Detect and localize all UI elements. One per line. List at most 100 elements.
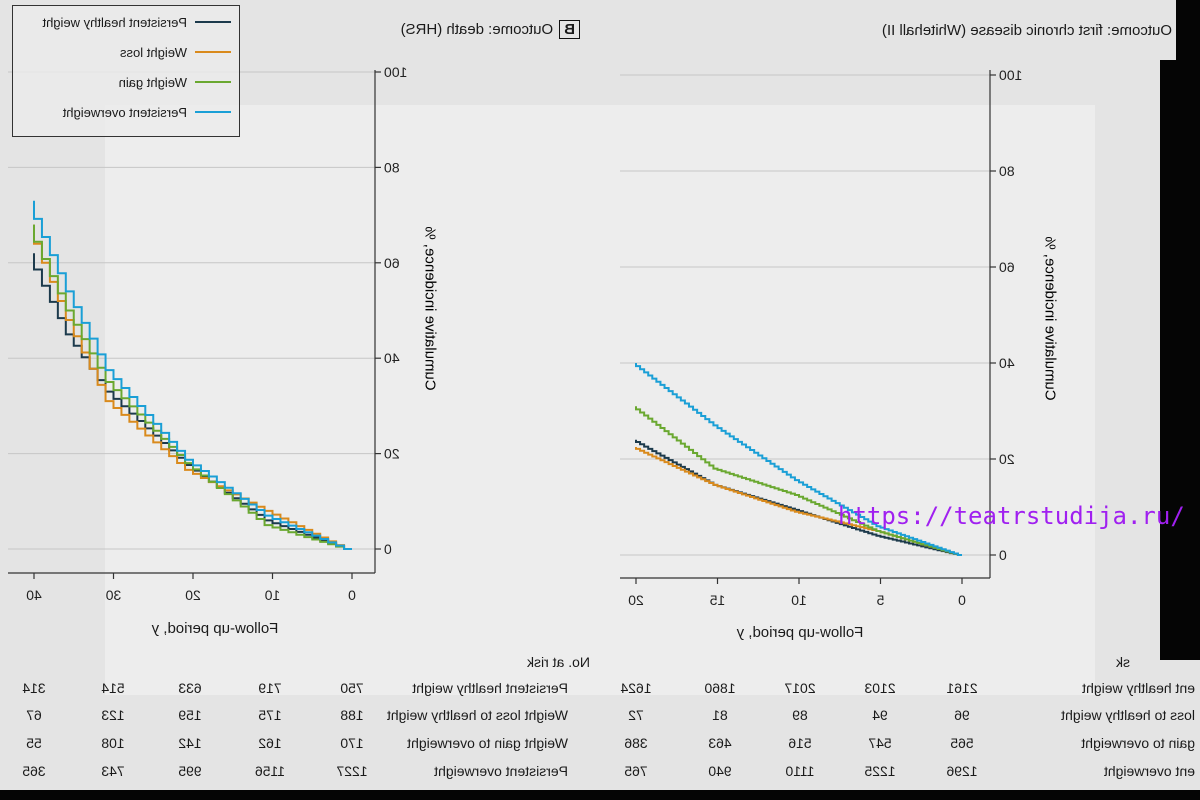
panel-b-risk-value: 995 [178, 763, 202, 779]
panel-a-risk-value: 765 [624, 763, 648, 779]
legend-item-gain: Weight gain [119, 72, 231, 92]
black-border-top [1176, 0, 1200, 60]
panel-a-risk-value: 547 [868, 735, 892, 751]
legend: Persistent healthy weight Weight loss We… [12, 5, 240, 137]
panel-b-risk-value: 514 [101, 680, 125, 696]
panel-b-series-gain [33, 224, 352, 550]
panel-b-risk-value: 365 [22, 763, 46, 779]
panel-b-risk-value: 142 [178, 735, 202, 751]
panel-b-title-text: Outcome: death (HRS) [400, 21, 554, 38]
panel-b-letter: B [559, 20, 580, 39]
panel-b-ylabel: Cumulative incidence, % [421, 226, 439, 391]
panel-b-risk-value: 1156 [254, 763, 286, 779]
panel-a-risk-value: 2017 [784, 680, 816, 696]
legend-label: Persistent healthy weight [42, 14, 187, 30]
panel-a-risk-value: 386 [624, 735, 648, 751]
panel-b-risk-value: 719 [258, 680, 282, 696]
panel-b-risk-header: No. at risk [526, 654, 590, 670]
panel-a-xtick-label: 20 [628, 592, 644, 608]
panel-a-risk-value: 94 [872, 707, 888, 723]
panel-b-risk-value: 123 [101, 707, 125, 723]
panel-b-risk-value: 108 [101, 735, 125, 751]
panel-b-risk-label: Persistent overweight [434, 763, 568, 779]
panel-b-xtick-label: 0 [348, 587, 356, 603]
panel-b-ytick-label: 20 [384, 446, 400, 462]
panel-a-risk-label: gain to overweight [1081, 735, 1195, 751]
panel-b-risk-value: 55 [26, 735, 42, 751]
legend-swatch [195, 21, 231, 23]
panel-b-ytick-label: 80 [384, 159, 400, 175]
panel-a-xlabel: Follow-up period, y [736, 624, 864, 641]
panel-b-xtick-label: 40 [26, 587, 42, 603]
panel-a-ytick-label: 80 [999, 163, 1015, 179]
panel-a-risk-value: 1225 [864, 763, 896, 779]
panel-b-ytick-label: 0 [384, 541, 392, 557]
panel-b-ytick-label: 40 [384, 350, 400, 366]
panel-a-risk-value: 940 [708, 763, 732, 779]
panel-b-ytick-label: 60 [384, 255, 400, 271]
panel-b-xlabel: Follow-up period, y [151, 620, 279, 637]
panel-a-ytick-label: 100 [999, 67, 1023, 83]
panel-b-risk-value: 170 [340, 735, 364, 751]
panel-a-ytick-label: 20 [999, 451, 1015, 467]
panel-a-risk-value: 2103 [864, 680, 896, 696]
panel-a-series-gain [635, 406, 962, 556]
panel-b-risk-label: Persistent healthy weight [412, 680, 568, 696]
panel-a-risk-value: 1296 [946, 763, 978, 779]
panel-a-risk-value: 81 [712, 707, 728, 723]
panel-a-risk-value: 1110 [785, 763, 815, 779]
legend-label: Persistent overweight [62, 104, 187, 120]
legend-swatch [195, 81, 231, 83]
panel-a-risk-label: ent healthy weight [1082, 680, 1195, 696]
panel-b-risk-label: Weight loss to healthy weight [386, 707, 568, 723]
panel-a-risk-value: 1860 [704, 680, 736, 696]
panel-b-risk-value: 67 [26, 707, 42, 723]
black-border [1160, 60, 1200, 660]
panel-b-ytick-label: 100 [384, 64, 408, 80]
legend-label: Weight loss [120, 44, 187, 60]
panel-b-risk-value: 188 [340, 707, 364, 723]
panel-b-xtick-label: 20 [185, 587, 201, 603]
panel-a-risk-value: 516 [788, 735, 812, 751]
panel-a-series-healthy [635, 439, 962, 556]
panel-b-risk-value: 162 [258, 735, 282, 751]
panel-b-risk-value: 743 [101, 763, 125, 779]
panel-a-ylabel: Cumulative incidence, % [1041, 236, 1059, 401]
panel-a-risk-label: ent overweight [1103, 763, 1195, 779]
panel-a-risk-value: 1624 [620, 680, 652, 696]
black-border-bottom [0, 790, 1200, 800]
panel-b-xtick-label: 10 [265, 587, 281, 603]
panel-a-ytick-label: 0 [999, 547, 1007, 563]
panel-b-series-loss [33, 224, 352, 550]
panel-a-risk-value: 2161 [946, 680, 978, 696]
panel-a-ytick-label: 60 [999, 259, 1015, 275]
panel-b-series-over [33, 200, 352, 550]
panel-a-xtick-label: 15 [710, 592, 726, 608]
panel-a-xtick-label: 5 [876, 592, 884, 608]
panel-a-risk-header: sk [1116, 654, 1130, 670]
panel-a-risk-label: loss to healthy weight [1061, 707, 1195, 723]
panel-a-ytick-label: 40 [999, 355, 1015, 371]
panel-b-xtick-label: 30 [106, 587, 122, 603]
panel-b-risk-value: 1227 [336, 763, 368, 779]
panel-a-series-over [635, 363, 962, 556]
panel-a-title: Outcome: first chronic disease (Whitehal… [881, 22, 1172, 39]
panel-a-risk-value: 463 [708, 735, 732, 751]
legend-item-loss: Weight loss [120, 42, 231, 62]
panel-a-xtick-label: 0 [958, 592, 966, 608]
panel-b-series-healthy [33, 253, 352, 550]
legend-item-healthy: Persistent healthy weight [42, 12, 231, 32]
panel-b-risk-value: 750 [340, 680, 364, 696]
legend-swatch [195, 51, 231, 53]
panel-a-xtick-label: 10 [791, 592, 807, 608]
panel-a-risk-value: 89 [792, 707, 808, 723]
panel-b-risk-value: 633 [178, 680, 202, 696]
legend-label: Weight gain [118, 74, 187, 90]
panel-b-risk-value: 314 [22, 680, 46, 696]
panel-a-risk-value: 96 [954, 707, 970, 723]
legend-swatch [195, 111, 231, 113]
panel-b-risk-label: Weight gain to overweight [407, 735, 568, 751]
watermark: https://teatrstudija.ru/ [838, 502, 1185, 530]
